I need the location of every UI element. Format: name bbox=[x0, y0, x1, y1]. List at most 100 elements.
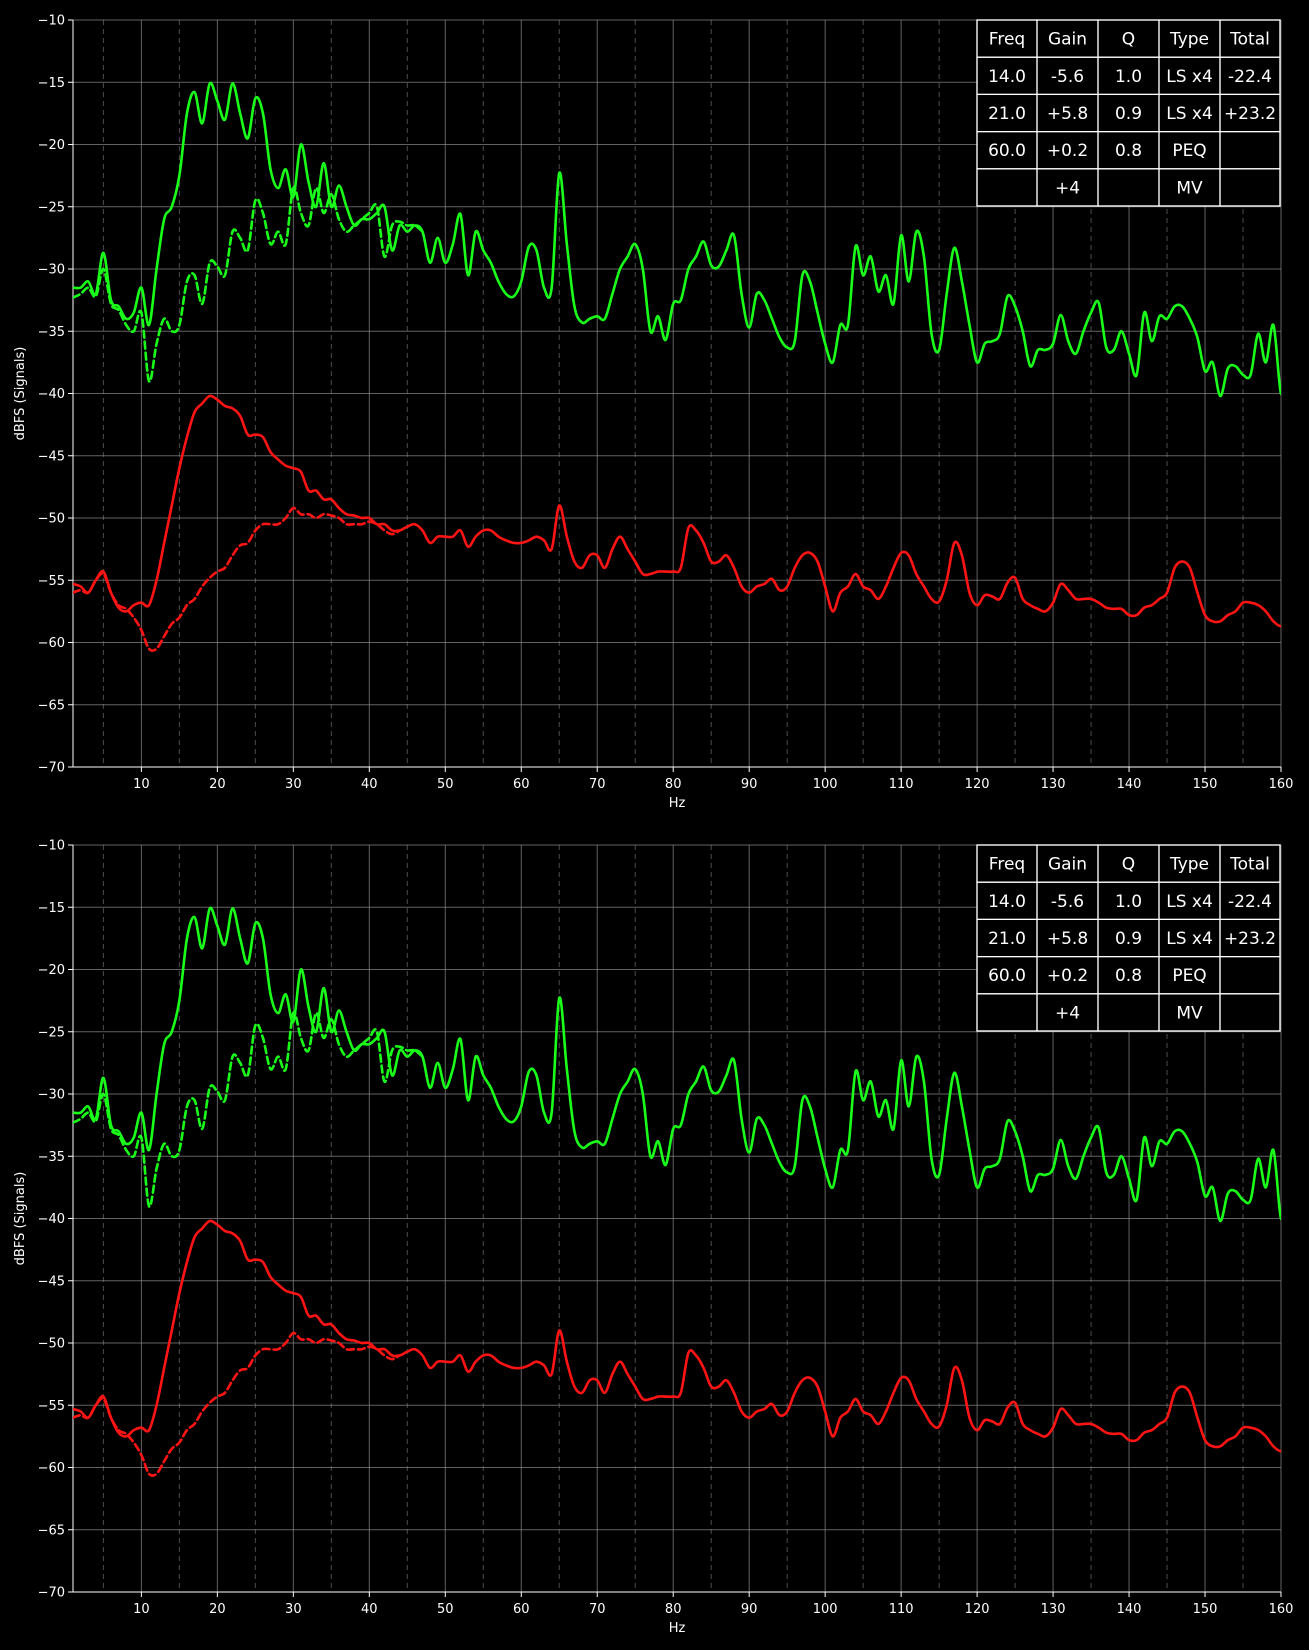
x-tick-label: 40 bbox=[361, 1602, 378, 1617]
y-axis-label: dBFS (Signals) bbox=[13, 347, 28, 441]
x-tick-label: 20 bbox=[209, 777, 226, 792]
eq-table-header-text: Q bbox=[1122, 855, 1135, 875]
y-tick-label: −10 bbox=[38, 839, 65, 854]
eq-table-cell-text: 14.0 bbox=[988, 67, 1026, 87]
y-tick-label: −55 bbox=[38, 574, 65, 589]
eq-table-cell-text: LS x4 bbox=[1166, 104, 1213, 124]
y-tick-label: −25 bbox=[38, 1025, 65, 1040]
eq-table-cell-text: +0.2 bbox=[1047, 966, 1088, 986]
eq-table-header-text: Total bbox=[1229, 855, 1270, 875]
eq-table-cell-text: PEQ bbox=[1172, 966, 1206, 986]
eq-table-cell-text: 60.0 bbox=[988, 966, 1026, 986]
x-tick-label: 160 bbox=[1269, 777, 1294, 792]
eq-table-header-text: Type bbox=[1169, 30, 1209, 50]
eq-table-cell-text: 1.0 bbox=[1115, 892, 1142, 912]
x-tick-label: 150 bbox=[1193, 777, 1218, 792]
y-tick-label: −40 bbox=[38, 1212, 65, 1227]
eq-table-header-text: Type bbox=[1169, 855, 1209, 875]
y-tick-label: −10 bbox=[38, 14, 65, 29]
eq-table-cell-text: +4 bbox=[1055, 1003, 1080, 1023]
eq-table-cell-text: +23.2 bbox=[1224, 929, 1276, 949]
x-tick-label: 140 bbox=[1117, 1602, 1142, 1617]
series-line-red-dashed bbox=[73, 506, 401, 652]
x-tick-label: 130 bbox=[1041, 1602, 1066, 1617]
eq-table-cell-text: 21.0 bbox=[988, 929, 1026, 949]
eq-table-cell-text: -5.6 bbox=[1051, 67, 1084, 87]
series-group bbox=[73, 81, 1281, 652]
eq-table-frame bbox=[976, 844, 1281, 1032]
eq-table-cell-text: 14.0 bbox=[988, 892, 1026, 912]
eq-table-cell-text: 0.8 bbox=[1115, 141, 1142, 161]
eq-table-cell-text: LS x4 bbox=[1166, 892, 1213, 912]
x-tick-label: 110 bbox=[889, 777, 914, 792]
eq-table-cell-text: LS x4 bbox=[1166, 929, 1213, 949]
x-tick-label: 140 bbox=[1117, 777, 1142, 792]
eq-table-header-text: Freq bbox=[989, 30, 1025, 50]
y-tick-label: −65 bbox=[38, 698, 65, 713]
y-tick-label: −25 bbox=[38, 200, 65, 215]
y-tick-label: −55 bbox=[38, 1399, 65, 1414]
series-line-green-dashed bbox=[73, 1011, 424, 1208]
x-tick-label: 10 bbox=[133, 1602, 150, 1617]
y-axis-label: dBFS (Signals) bbox=[13, 1172, 28, 1266]
y-tick-label: −30 bbox=[38, 1088, 65, 1103]
eq-table-cell-text: +5.8 bbox=[1047, 929, 1088, 949]
eq-table-cell-text: +0.2 bbox=[1047, 141, 1088, 161]
eq-table: Freq Gain Q Type Total 14.0 -5.6 1.0 LS x4 -22.4 2… bbox=[976, 844, 1281, 1032]
eq-table-cell-text: +5.8 bbox=[1047, 104, 1088, 124]
grid bbox=[73, 19, 1282, 768]
x-tick-label: 90 bbox=[741, 1602, 758, 1617]
eq-table: Freq Gain Q Type Total 14.0 -5.6 1.0 LS x4 -22.4 2… bbox=[976, 19, 1281, 207]
y-tick-label: −45 bbox=[38, 449, 65, 464]
x-tick-label: 50 bbox=[437, 777, 454, 792]
y-tick-label: −60 bbox=[38, 636, 65, 651]
eq-table-cell-text: -22.4 bbox=[1228, 67, 1272, 87]
eq-table-cell-text: 0.9 bbox=[1115, 929, 1142, 949]
y-tick-label: −50 bbox=[38, 512, 65, 527]
series-line-green-dashed bbox=[73, 186, 424, 383]
eq-table-cell bbox=[1219, 168, 1281, 207]
eq-table-cell-text: MV bbox=[1176, 178, 1203, 198]
eq-table-cell-text: +23.2 bbox=[1224, 104, 1276, 124]
x-tick-label: 120 bbox=[965, 777, 990, 792]
series-line-green-solid bbox=[73, 81, 1281, 398]
eq-table-cell-text: +4 bbox=[1055, 178, 1080, 198]
eq-table-header-text: Q bbox=[1122, 30, 1135, 50]
y-tick-label: −50 bbox=[38, 1337, 65, 1352]
y-tick-label: −45 bbox=[38, 1274, 65, 1289]
y-tick-label: −15 bbox=[38, 901, 65, 916]
x-axis-label: Hz bbox=[669, 796, 686, 811]
series-line-red-dashed bbox=[73, 1331, 401, 1477]
y-tick-label: −30 bbox=[38, 263, 65, 278]
x-tick-label: 130 bbox=[1041, 777, 1066, 792]
eq-table-header-text: Gain bbox=[1048, 855, 1087, 875]
y-tick-label: −60 bbox=[38, 1461, 65, 1476]
x-tick-label: 70 bbox=[589, 777, 606, 792]
eq-table-cell-text: 1.0 bbox=[1115, 67, 1142, 87]
y-tick-label: −20 bbox=[38, 138, 65, 153]
eq-table-cell-text: 60.0 bbox=[988, 141, 1026, 161]
x-tick-label: 80 bbox=[665, 1602, 682, 1617]
y-tick-label: −65 bbox=[38, 1523, 65, 1538]
eq-table-cell-text: 21.0 bbox=[988, 104, 1026, 124]
eq-table-cell-text: -5.6 bbox=[1051, 892, 1084, 912]
eq-table-cell-text: 0.8 bbox=[1115, 966, 1142, 986]
eq-table-cell-text: -22.4 bbox=[1228, 892, 1272, 912]
y-tick-label: −35 bbox=[38, 325, 65, 340]
x-tick-label: 100 bbox=[813, 777, 838, 792]
x-axis-label: Hz bbox=[669, 1621, 686, 1636]
x-tick-label: 20 bbox=[209, 1602, 226, 1617]
eq-table-cell-text: PEQ bbox=[1172, 141, 1206, 161]
x-tick-label: 100 bbox=[813, 1602, 838, 1617]
x-tick-label: 40 bbox=[361, 777, 378, 792]
x-tick-label: 110 bbox=[889, 1602, 914, 1617]
series-group bbox=[73, 906, 1281, 1477]
x-tick-label: 120 bbox=[965, 1602, 990, 1617]
eq-table-header-text: Gain bbox=[1048, 30, 1087, 50]
series-line-red-solid bbox=[73, 1219, 1281, 1453]
y-tick-label: −20 bbox=[38, 963, 65, 978]
eq-table-frame bbox=[976, 19, 1281, 207]
x-tick-label: 10 bbox=[133, 777, 150, 792]
eq-table-cell bbox=[1219, 993, 1281, 1032]
